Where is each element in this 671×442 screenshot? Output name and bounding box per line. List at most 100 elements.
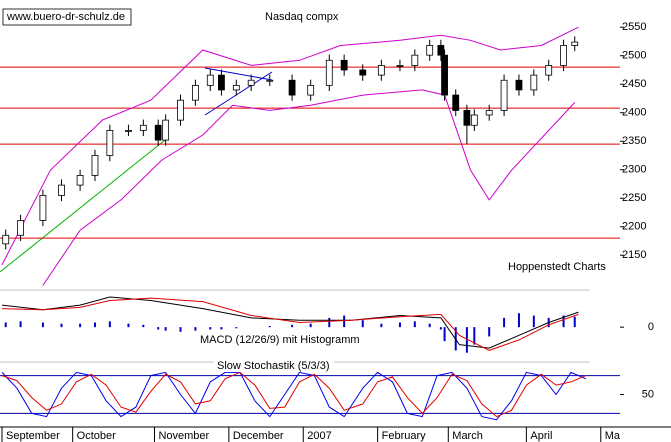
candle-body xyxy=(232,84,240,91)
histogram-bar xyxy=(343,315,346,328)
candle-body xyxy=(139,124,147,131)
candle-body xyxy=(58,184,65,196)
candle-body xyxy=(485,110,493,116)
candle-body xyxy=(377,65,385,76)
candle-body xyxy=(560,45,567,66)
y-tick-label: 2500 xyxy=(622,50,646,62)
histogram-bar xyxy=(439,327,442,330)
x-tick-label: October xyxy=(77,430,116,442)
signal-line xyxy=(1,297,579,351)
candle-body xyxy=(288,79,296,96)
histogram-bar xyxy=(108,321,111,328)
histogram-bar xyxy=(465,327,468,353)
y-tick-label: 2450 xyxy=(622,78,646,90)
candle-body xyxy=(2,234,10,245)
histogram-bar xyxy=(179,327,182,332)
candle-body xyxy=(39,194,47,221)
candle-body xyxy=(76,175,84,186)
candle-body xyxy=(441,54,448,96)
candle-body xyxy=(177,99,184,121)
candle-body xyxy=(530,74,538,91)
histogram-bar xyxy=(443,327,446,342)
x-tick-label: November xyxy=(158,430,209,442)
x-tick-label: 2007 xyxy=(307,430,331,442)
x-tick-label: March xyxy=(452,430,483,442)
histogram-bar xyxy=(220,327,223,330)
candle-body xyxy=(396,65,404,67)
x-tick-label: September xyxy=(6,430,60,442)
candle-body xyxy=(437,45,445,56)
candle-body xyxy=(266,79,274,82)
candle-body xyxy=(426,45,434,56)
y-tick-label: 0 xyxy=(648,321,654,333)
histogram-bar xyxy=(93,322,96,328)
histogram-bar xyxy=(562,315,565,328)
y-tick-label: 2400 xyxy=(622,107,646,119)
histogram-bar xyxy=(361,320,364,328)
credit: Hoppenstedt Charts xyxy=(508,261,606,273)
histogram-bar xyxy=(157,327,160,330)
histogram-bar xyxy=(517,313,520,328)
candle-body xyxy=(162,119,170,141)
x-tick-label: Ma xyxy=(605,430,621,442)
candle-body xyxy=(206,74,214,86)
candle-body xyxy=(500,79,508,111)
histogram-bar xyxy=(209,327,212,330)
histogram-bar xyxy=(127,323,130,328)
x-tick-label: December xyxy=(233,430,284,442)
y-tick-label: 2550 xyxy=(622,21,646,33)
source-box xyxy=(2,8,132,26)
upper-band xyxy=(1,26,579,266)
histogram-bar xyxy=(268,326,271,328)
candle-body xyxy=(515,79,523,91)
x-tick-label: April xyxy=(530,430,552,442)
macd-line xyxy=(1,296,579,349)
histogram-bar xyxy=(194,327,197,331)
histogram-bar xyxy=(41,322,44,328)
histogram-bar xyxy=(488,327,491,337)
chart-title: Nasdaq compx xyxy=(265,11,339,23)
candle-body xyxy=(463,110,471,126)
panel-label: Slow Stochastik (5/3/3) xyxy=(217,360,330,372)
source: www.buero-dr-schulz.de xyxy=(6,11,125,23)
histogram-bar xyxy=(503,317,506,328)
histogram-bar xyxy=(380,323,383,328)
candle-body xyxy=(325,59,333,86)
histogram-bar xyxy=(164,327,167,331)
candle-body xyxy=(452,94,460,111)
histogram-bar xyxy=(79,323,82,328)
histogram-bar xyxy=(473,327,476,345)
histogram-bar xyxy=(19,321,22,328)
panel-label: MACD (12/26/9) mit Histogramm xyxy=(200,334,360,346)
y-tick-label: 2200 xyxy=(622,221,646,233)
y-tick-label: 2150 xyxy=(622,249,646,261)
histogram-bar xyxy=(142,324,145,328)
candle-body xyxy=(340,59,348,71)
histogram-bar xyxy=(291,324,294,328)
histogram-bar xyxy=(532,315,535,328)
candle-body xyxy=(545,65,553,76)
histogram-bar xyxy=(309,323,312,328)
candle-body xyxy=(470,114,478,126)
trend-line xyxy=(0,139,166,273)
candle-body xyxy=(17,220,24,236)
candle-body xyxy=(359,69,367,76)
x-tick-label: February xyxy=(382,430,427,442)
y-tick-label: 2350 xyxy=(622,135,646,147)
label-bg xyxy=(214,360,334,372)
candle-body xyxy=(91,155,99,176)
lower-band xyxy=(42,89,576,286)
histogram-bar xyxy=(235,327,238,329)
candle-body xyxy=(191,84,199,101)
y-tick-label: 2250 xyxy=(622,192,646,204)
y-tick-label: 50 xyxy=(642,388,654,400)
trend-line xyxy=(204,67,273,81)
histogram-bar xyxy=(398,322,401,328)
histogram-bar xyxy=(413,321,416,328)
stoch-k xyxy=(1,371,587,421)
histogram-bar xyxy=(428,323,431,328)
candle-body xyxy=(247,79,255,86)
candle-body xyxy=(218,74,225,91)
